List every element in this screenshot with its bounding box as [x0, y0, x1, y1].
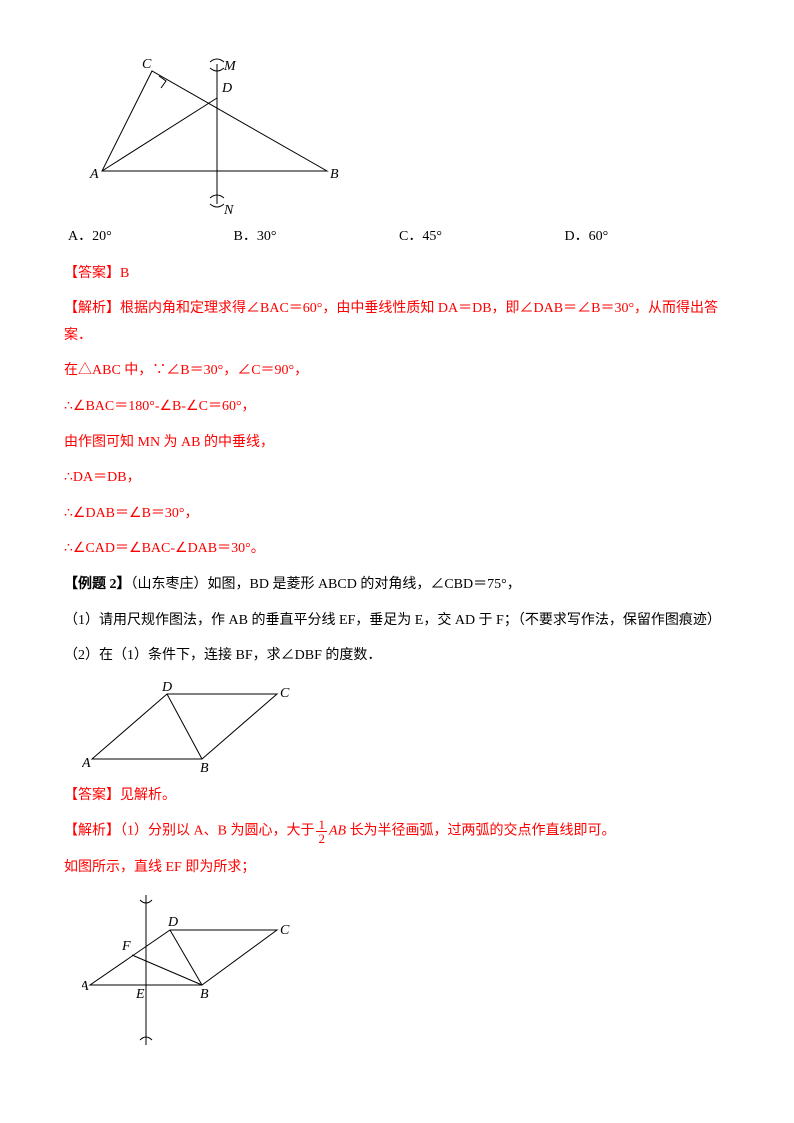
svg-text:A: A: [82, 979, 89, 994]
figure-rhombus-ef: A B C D E F: [82, 890, 730, 1050]
example2-label: 【例题 2】: [64, 577, 131, 592]
svg-text:E: E: [135, 987, 145, 1002]
answer-options: A．20° B．30° C．45° D．60°: [68, 224, 730, 251]
step-2: ∴∠BAC＝180°-∠B-∠C＝60°，: [64, 394, 730, 421]
svg-text:B: B: [330, 167, 339, 182]
svg-text:C: C: [280, 686, 290, 701]
option-b: B．30°: [234, 224, 400, 251]
svg-text:D: D: [161, 680, 172, 695]
figure-rhombus: A B C D: [82, 679, 730, 774]
step-6: ∴∠CAD＝∠BAC-∠DAB＝30°。: [64, 536, 730, 563]
svg-text:B: B: [200, 761, 209, 774]
svg-text:C: C: [142, 57, 152, 72]
frac-den: 2: [316, 832, 327, 845]
step-5: ∴∠DAB＝∠B＝30°，: [64, 501, 730, 528]
svg-text:A: A: [82, 756, 91, 771]
svg-text:A: A: [89, 167, 99, 182]
example-2-part2: （2）在（1）条件下，连接 BF，求∠DBF 的度数．: [64, 643, 730, 670]
option-c: C．45°: [399, 224, 565, 251]
answer2-value: 见解析。: [120, 788, 176, 803]
answer-1: 【答案】B: [64, 261, 730, 288]
ab-italic: AB: [329, 824, 346, 839]
explain-1: 【解析】根据内角和定理求得∠BAC＝60°，由中垂线性质知 DA＝DB，即∠DA…: [64, 296, 730, 349]
explain-text: 根据内角和定理求得∠BAC＝60°，由中垂线性质知 DA＝DB，即∠DAB＝∠B…: [64, 301, 718, 343]
explain-label: 【解析】: [64, 301, 120, 316]
svg-text:N: N: [223, 203, 234, 216]
option-a: A．20°: [68, 224, 234, 251]
explain-2: 【解析】（1）分别以 A、B 为圆心，大于12AB 长为半径画弧，过两弧的交点作…: [64, 818, 730, 845]
svg-text:F: F: [121, 939, 131, 954]
rhombus-svg: A B C D: [82, 679, 292, 774]
tail-text: 如图所示，直线 EF 即为所求；: [64, 855, 730, 882]
frac-num: 1: [316, 818, 327, 832]
svg-text:B: B: [200, 987, 209, 1002]
option-d: D．60°: [565, 224, 731, 251]
svg-text:D: D: [221, 81, 232, 96]
explain2-label: 【解析】: [64, 824, 120, 839]
step-3: 由作图可知 MN 为 AB 的中垂线，: [64, 430, 730, 457]
answer-label: 【答案】: [64, 266, 120, 281]
example-2-part1: （1）请用尺规作图法，作 AB 的垂直平分线 EF，垂足为 E，交 AD 于 F…: [64, 608, 730, 635]
answer-2: 【答案】见解析。: [64, 783, 730, 810]
example2-source: （山东枣庄）: [131, 577, 208, 592]
svg-text:C: C: [280, 923, 290, 938]
example-2-heading: 【例题 2】（山东枣庄）如图，BD 是菱形 ABCD 的对角线，∠CBD＝75°…: [64, 572, 730, 599]
figure-triangle-mn: A B C D M N: [82, 56, 730, 216]
explain2-prefix: （1）分别以 A、B 为圆心，大于: [120, 824, 314, 839]
step-4: ∴DA＝DB，: [64, 465, 730, 492]
triangle-svg: A B C D M N: [82, 56, 352, 216]
svg-text:M: M: [223, 59, 237, 74]
svg-text:D: D: [167, 915, 178, 930]
example2-text: 如图，BD 是菱形 ABCD 的对角线，∠CBD＝75°，: [208, 577, 521, 592]
fraction-half: 12: [316, 818, 327, 845]
rhombus-ef-svg: A B C D E F: [82, 890, 292, 1050]
answer-value: B: [120, 266, 129, 281]
step-1: 在△ABC 中，∵∠B＝30°，∠C＝90°，: [64, 358, 730, 385]
answer2-label: 【答案】: [64, 788, 120, 803]
explain2-suffix: 长为半径画弧，过两弧的交点作直线即可。: [346, 824, 616, 839]
